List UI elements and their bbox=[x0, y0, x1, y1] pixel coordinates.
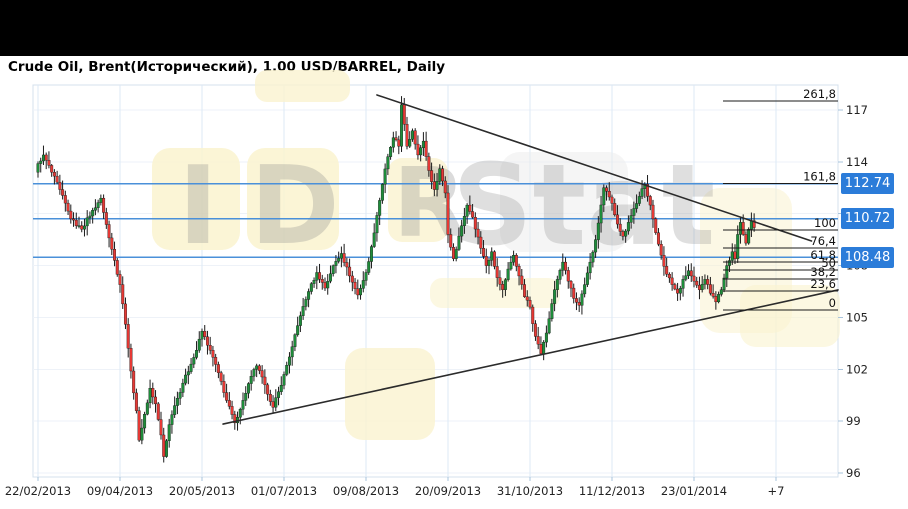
watermark-suffix: Stat bbox=[452, 141, 715, 271]
price-axis-label: 99 bbox=[846, 414, 861, 428]
price-line-badge: 110.72 bbox=[841, 208, 894, 230]
time-axis-label: +7 bbox=[768, 484, 785, 498]
candlestick-series bbox=[36, 96, 756, 463]
fib-level-label: 161,8 bbox=[803, 169, 836, 183]
time-axis-label: 09/04/2013 bbox=[87, 484, 153, 498]
time-axis-label: 20/09/2013 bbox=[415, 484, 481, 498]
price-axis-labels[interactable]: 1171141111081051029996 bbox=[846, 103, 868, 480]
price-axis-label: 117 bbox=[846, 103, 868, 117]
fib-level-label: 100 bbox=[814, 216, 836, 230]
price-line-badge: 108.48 bbox=[841, 246, 894, 268]
price-axis-label: 114 bbox=[846, 155, 868, 169]
time-axis-label: 11/12/2013 bbox=[579, 484, 645, 498]
watermark-letter: I bbox=[178, 144, 218, 269]
time-axis-label: 23/01/2014 bbox=[661, 484, 727, 498]
time-axis-label: 31/10/2013 bbox=[497, 484, 563, 498]
time-axis-label: 01/07/2013 bbox=[251, 484, 317, 498]
price-axis-label: 102 bbox=[846, 362, 868, 376]
trendlines[interactable] bbox=[222, 94, 839, 425]
watermark-letter: D bbox=[250, 144, 340, 269]
fib-level-label: 0 bbox=[829, 296, 836, 310]
fib-level-label: 61,8 bbox=[810, 248, 836, 262]
fib-level-label: 261,8 bbox=[803, 87, 836, 101]
fib-level-label: 23,6 bbox=[810, 277, 836, 291]
price-line-badge: 112.74 bbox=[841, 173, 894, 195]
fib-level-label: 38,2 bbox=[810, 265, 836, 279]
axis-tick-marks bbox=[37, 109, 843, 481]
time-axis-label: 20/05/2013 bbox=[169, 484, 235, 498]
time-axis-label: 22/02/2013 bbox=[5, 484, 71, 498]
time-axis-label: 09/08/2013 bbox=[333, 484, 399, 498]
window-top-band bbox=[0, 0, 908, 56]
price-axis-label: 105 bbox=[846, 310, 868, 324]
time-axis-labels[interactable]: 22/02/2013 09/04/2013 20/05/2013 01/07/2013… bbox=[5, 484, 785, 498]
fib-level-label: 76,4 bbox=[810, 234, 836, 248]
price-axis-label: 96 bbox=[846, 466, 861, 480]
fib-level-label: 50 bbox=[821, 256, 836, 270]
